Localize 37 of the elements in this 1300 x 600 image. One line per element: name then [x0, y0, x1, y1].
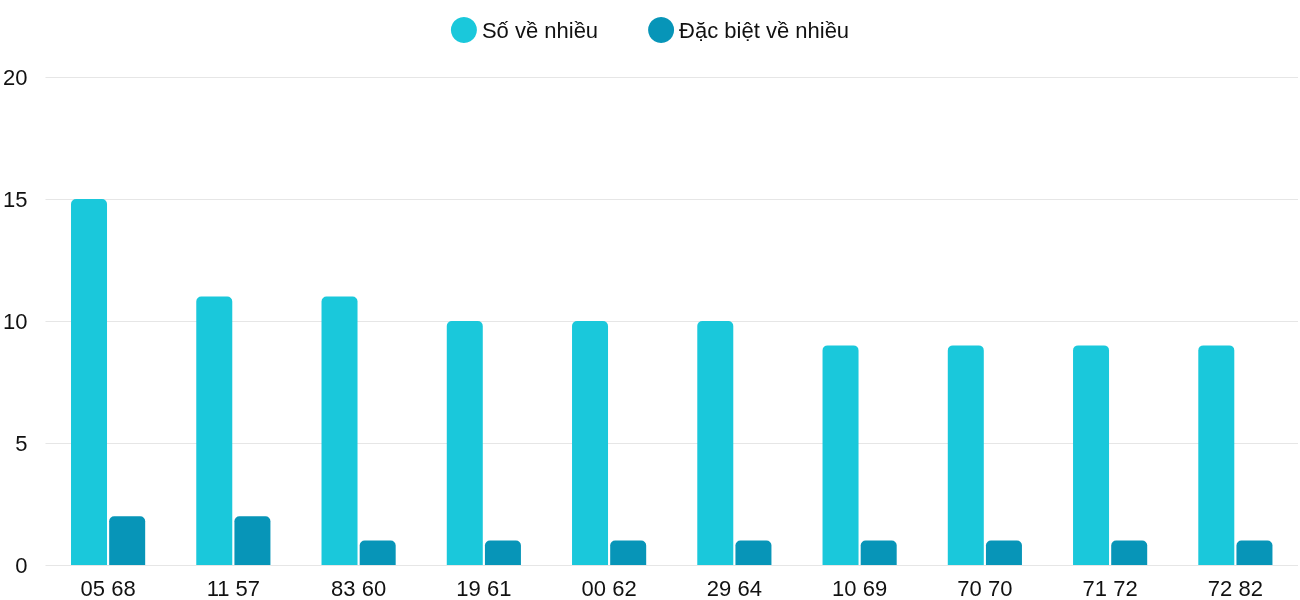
bar: [572, 321, 609, 565]
x-tick-label: 70 70: [957, 575, 1013, 600]
bar: [234, 516, 271, 565]
bar: [610, 540, 647, 565]
bar: [1198, 345, 1235, 565]
bar: [1236, 540, 1273, 565]
bar: [822, 345, 859, 565]
x-tick-label: 05 68: [80, 575, 136, 600]
bar: [735, 540, 772, 565]
x-tick-label: 72 82: [1207, 575, 1263, 600]
x-tick-label: 83 60: [331, 575, 387, 600]
y-tick-label: 0: [15, 552, 28, 578]
x-tick-label: 10 69: [832, 575, 888, 600]
bar: [1111, 540, 1148, 565]
x-tick-label: 19 61: [456, 575, 512, 600]
bar: [1073, 345, 1110, 565]
bar: [109, 516, 146, 565]
y-tick-label: 10: [2, 308, 28, 334]
y-tick-label: 20: [2, 64, 28, 90]
bar: [985, 540, 1022, 565]
legend-label: Đặc biệt về nhiều: [679, 17, 850, 43]
bar: [947, 345, 984, 565]
y-tick-label: 15: [2, 186, 28, 212]
x-tick-label: 00 62: [581, 575, 637, 600]
x-tick-label: 11 57: [206, 575, 261, 600]
bar: [196, 296, 233, 565]
y-tick-label: 5: [15, 430, 28, 456]
bar: [359, 540, 396, 565]
x-tick-label: 71 72: [1082, 575, 1138, 600]
bar: [697, 321, 734, 565]
bar: [321, 296, 358, 565]
bar: [484, 540, 521, 565]
x-tick-label: 29 64: [706, 575, 762, 600]
bar: [71, 199, 108, 565]
bar: [446, 321, 483, 565]
bar: [860, 540, 897, 565]
legend-label: Số về nhiều: [481, 17, 599, 43]
